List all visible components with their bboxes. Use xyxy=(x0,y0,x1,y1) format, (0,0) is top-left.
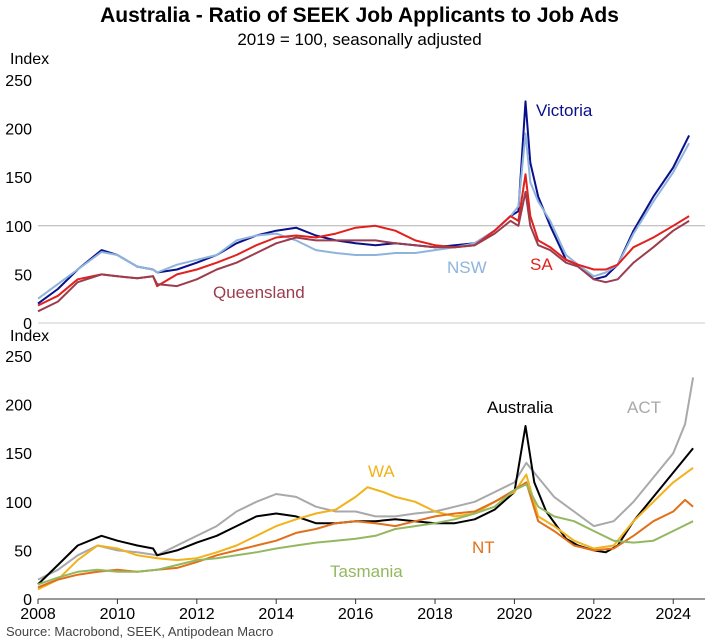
y-tick-label: 200 xyxy=(5,398,32,415)
australia-label: Australia xyxy=(487,398,554,417)
bottom-panel: Index 0 50 100 150 200 250 2008 2010 2012 2014 20… xyxy=(5,328,705,623)
x-tick-label: 2024 xyxy=(655,606,691,623)
y-tick-label: 0 xyxy=(23,592,32,609)
source-note: Source: Macrobond, SEEK, Antipodean Macr… xyxy=(6,624,274,639)
act-label: ACT xyxy=(627,398,661,417)
x-tick-label: 2016 xyxy=(338,606,374,623)
top-y-axis-label: Index xyxy=(10,51,49,68)
tasmania-label: Tasmania xyxy=(330,562,403,581)
x-tick-label: 2014 xyxy=(258,606,294,623)
victoria-label: Victoria xyxy=(536,101,593,120)
x-tick-label: 2012 xyxy=(179,606,215,623)
bottom-y-axis-label: Index xyxy=(10,328,49,345)
top-panel: Index 0 50 100 150 200 250 Victoria NSW SA Qu… xyxy=(5,51,705,333)
x-tick-label: 2020 xyxy=(497,606,533,623)
series-line-wa xyxy=(37,466,694,591)
y-tick-label: 150 xyxy=(5,170,32,187)
y-tick-label: 50 xyxy=(14,267,32,284)
queensland-label: Queensland xyxy=(213,283,305,302)
nt-label: NT xyxy=(472,538,495,557)
y-tick-label: 100 xyxy=(5,219,32,236)
y-tick-label: 0 xyxy=(23,316,32,333)
series-line-tasmania xyxy=(37,483,694,586)
x-tick-label: 2022 xyxy=(576,606,612,623)
series-line-act xyxy=(37,377,695,581)
series-line-queensland xyxy=(37,190,690,313)
x-tick-label: 2008 xyxy=(20,606,56,623)
sa-label: SA xyxy=(530,255,553,274)
x-tick-label: 2018 xyxy=(417,606,453,623)
nsw-label: NSW xyxy=(447,258,487,277)
y-tick-label: 250 xyxy=(5,73,32,90)
y-tick-label: 250 xyxy=(5,349,32,366)
chart-subtitle: 2019 = 100, seasonally adjusted xyxy=(237,30,482,49)
chart-title: Australia - Ratio of SEEK Job Applicants… xyxy=(100,4,619,27)
y-tick-label: 150 xyxy=(5,446,32,463)
series-line-australia xyxy=(37,425,694,586)
x-tick-label: 2010 xyxy=(100,606,136,623)
y-tick-label: 100 xyxy=(5,495,32,512)
y-tick-label: 200 xyxy=(5,122,32,139)
series-line-nsw xyxy=(37,132,690,300)
series-line-victoria xyxy=(37,100,690,305)
wa-label: WA xyxy=(368,462,395,481)
y-tick-label: 50 xyxy=(14,543,32,560)
